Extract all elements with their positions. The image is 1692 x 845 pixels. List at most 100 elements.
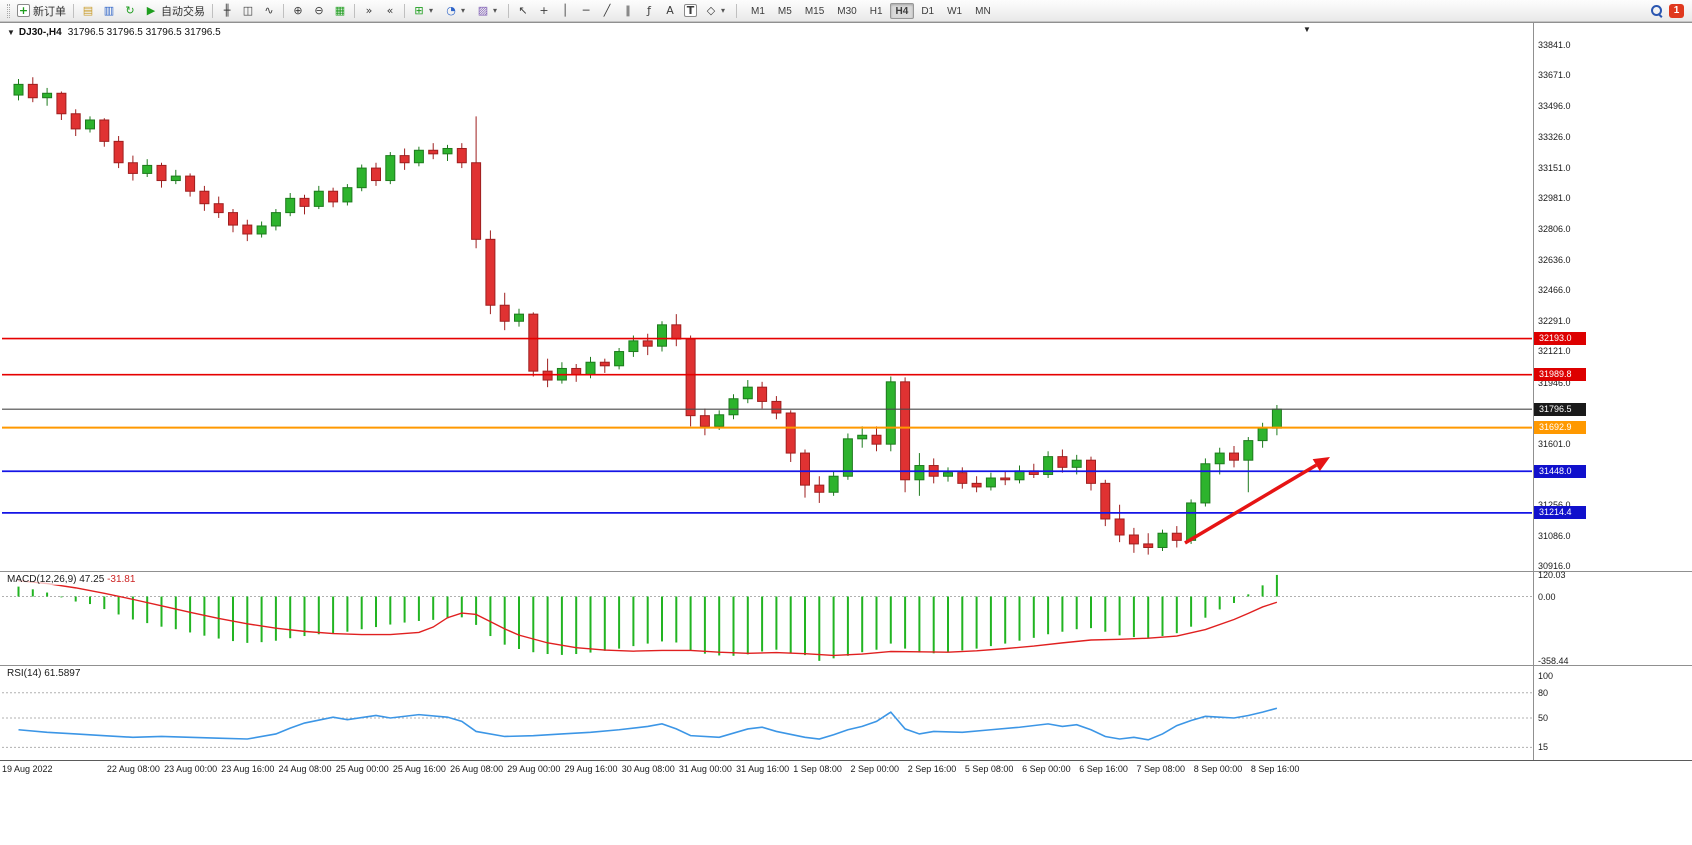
- search-icon[interactable]: [1650, 4, 1663, 17]
- toolbar: + 新订单 ▤ ▥ ↻ ▶ 自动交易 ╫ ◫ ∿ ⊕ ⊖ ▦ » « ⊞: [0, 0, 1692, 22]
- candle: [342, 184, 353, 206]
- timeframe-button-h1[interactable]: H1: [869, 5, 883, 17]
- time-axis-label: 25 Aug 00:00: [335, 764, 389, 774]
- candle-chart-button[interactable]: ◫: [238, 2, 258, 20]
- price-axis-label: 31086.0: [1538, 530, 1571, 541]
- vertical-line-button[interactable]: │: [555, 2, 575, 20]
- toolbar-grip: [7, 3, 10, 18]
- time-axis-line: [0, 760, 1692, 761]
- zoom-in-button[interactable]: ⊕: [288, 2, 308, 20]
- templates-icon: ▨: [477, 3, 489, 17]
- candle: [728, 394, 739, 420]
- candle: [528, 312, 539, 377]
- timeframe-button-m15[interactable]: M15: [804, 5, 825, 17]
- chart-shift-marker: ▼: [1303, 25, 1311, 34]
- bar-chart-button[interactable]: ╫: [217, 2, 237, 20]
- shapes-button[interactable]: ◇ ▾: [701, 2, 732, 20]
- macd-name: MACD(12,26,9): [7, 574, 77, 585]
- time-axis-label: 5 Sep 08:00: [964, 764, 1014, 774]
- price-axis-label: 32636.0: [1538, 254, 1571, 265]
- time-axis-label: 1 Sep 08:00: [793, 764, 842, 774]
- timeframe-button-m30[interactable]: M30: [837, 5, 857, 17]
- auto-scroll-icon: »: [365, 3, 373, 17]
- timeframe-button-h4[interactable]: H4: [889, 2, 915, 19]
- one-click-trading-icon[interactable]: ▼: [7, 28, 15, 37]
- timeframe-button-d1[interactable]: D1: [921, 5, 935, 17]
- notification-badge[interactable]: 1: [1669, 3, 1684, 18]
- rsi-label: RSI(14) 61.5897: [7, 668, 81, 679]
- time-axis-label: 26 Aug 08:00: [450, 764, 504, 774]
- panel-separator-macd[interactable]: [0, 571, 1692, 572]
- fibonacci-button[interactable]: ƒ: [639, 2, 659, 20]
- timeframe-button-m1[interactable]: M1: [751, 5, 765, 17]
- cursor-button[interactable]: ↖: [513, 2, 533, 20]
- channel-button[interactable]: ∥: [618, 2, 638, 20]
- candle: [1143, 533, 1154, 555]
- trendline-button[interactable]: ╱: [597, 2, 617, 20]
- time-axis-label: 6 Sep 00:00: [1022, 764, 1071, 774]
- templates-button[interactable]: ▨ ▾: [473, 2, 504, 20]
- timeframe-button-w1[interactable]: W1: [947, 5, 963, 17]
- crosshair-button[interactable]: +: [534, 2, 554, 20]
- price-line-badge: 32193.0: [1534, 332, 1586, 346]
- candle: [299, 194, 310, 215]
- rsi-line: [18, 707, 1278, 741]
- candle: [571, 364, 582, 382]
- horizontal-line-button[interactable]: ─: [576, 2, 596, 20]
- price-axis-label: 33326.0: [1538, 131, 1571, 142]
- candle: [285, 193, 296, 217]
- time-axis-label: 30 Aug 08:00: [621, 764, 675, 774]
- chart-shift-button[interactable]: «: [380, 2, 400, 20]
- timeframe-button-mn[interactable]: MN: [975, 5, 991, 17]
- tile-windows-icon: ▦: [334, 3, 346, 17]
- candle: [42, 87, 53, 106]
- periods-button[interactable]: ◔ ▾: [441, 2, 472, 20]
- candle: [471, 116, 482, 249]
- line-chart-button[interactable]: ∿: [259, 2, 279, 20]
- indicators-button[interactable]: ⊞ ▾: [409, 2, 440, 20]
- panel-separator-rsi[interactable]: [0, 665, 1692, 666]
- price-line-badge: 31448.0: [1534, 464, 1586, 478]
- time-axis-label: 2 Sep 16:00: [907, 764, 957, 774]
- charts-profile-button[interactable]: ▤: [78, 2, 98, 20]
- price-axis-label: 32981.0: [1538, 193, 1571, 204]
- timeframe-button-m5[interactable]: M5: [777, 5, 792, 17]
- zoom-out-button[interactable]: ⊖: [309, 2, 329, 20]
- text-button[interactable]: A: [660, 2, 680, 20]
- candle: [871, 426, 882, 452]
- market-watch-button[interactable]: ▥: [99, 2, 119, 20]
- trend-arrow-annotation[interactable]: [1184, 457, 1330, 545]
- candle: [857, 426, 868, 448]
- price-axis-divider[interactable]: [1533, 23, 1534, 760]
- time-axis-label: 25 Aug 16:00: [392, 764, 446, 774]
- toolbar-separator: [283, 3, 284, 18]
- candle: [27, 77, 38, 103]
- candle: [1057, 449, 1068, 473]
- macd-label: MACD(12,26,9) 47.25 -31.81: [7, 574, 136, 585]
- candle: [542, 358, 553, 388]
- toolbar-separator: [212, 3, 213, 18]
- candle: [1114, 504, 1125, 543]
- candle: [842, 433, 853, 480]
- candle: [985, 472, 996, 491]
- candle: [170, 169, 181, 185]
- autotrade-button[interactable]: ▶ 自动交易: [141, 2, 208, 20]
- time-axis-label: 22 Aug 08:00: [106, 764, 160, 774]
- price-axis-label: 32291.0: [1538, 316, 1571, 327]
- refresh-button[interactable]: ↻: [120, 2, 140, 20]
- candle: [1229, 445, 1239, 468]
- price-line-badge: 31214.4: [1534, 506, 1586, 520]
- trendline-icon: ╱: [603, 3, 611, 17]
- crosshair-icon: +: [539, 3, 549, 17]
- tile-windows-button[interactable]: ▦: [330, 2, 350, 20]
- candle: [13, 79, 24, 101]
- auto-scroll-button[interactable]: »: [359, 2, 379, 20]
- chevron-down-icon: ▾: [461, 6, 466, 15]
- time-axis-label: 6 Sep 16:00: [1079, 764, 1128, 774]
- candle: [156, 162, 167, 188]
- text-label-button[interactable]: T: [681, 2, 700, 20]
- new-order-label: 新订单: [33, 5, 66, 18]
- new-order-button[interactable]: + 新订单: [14, 2, 69, 20]
- autotrade-play-icon: ▶: [146, 3, 156, 17]
